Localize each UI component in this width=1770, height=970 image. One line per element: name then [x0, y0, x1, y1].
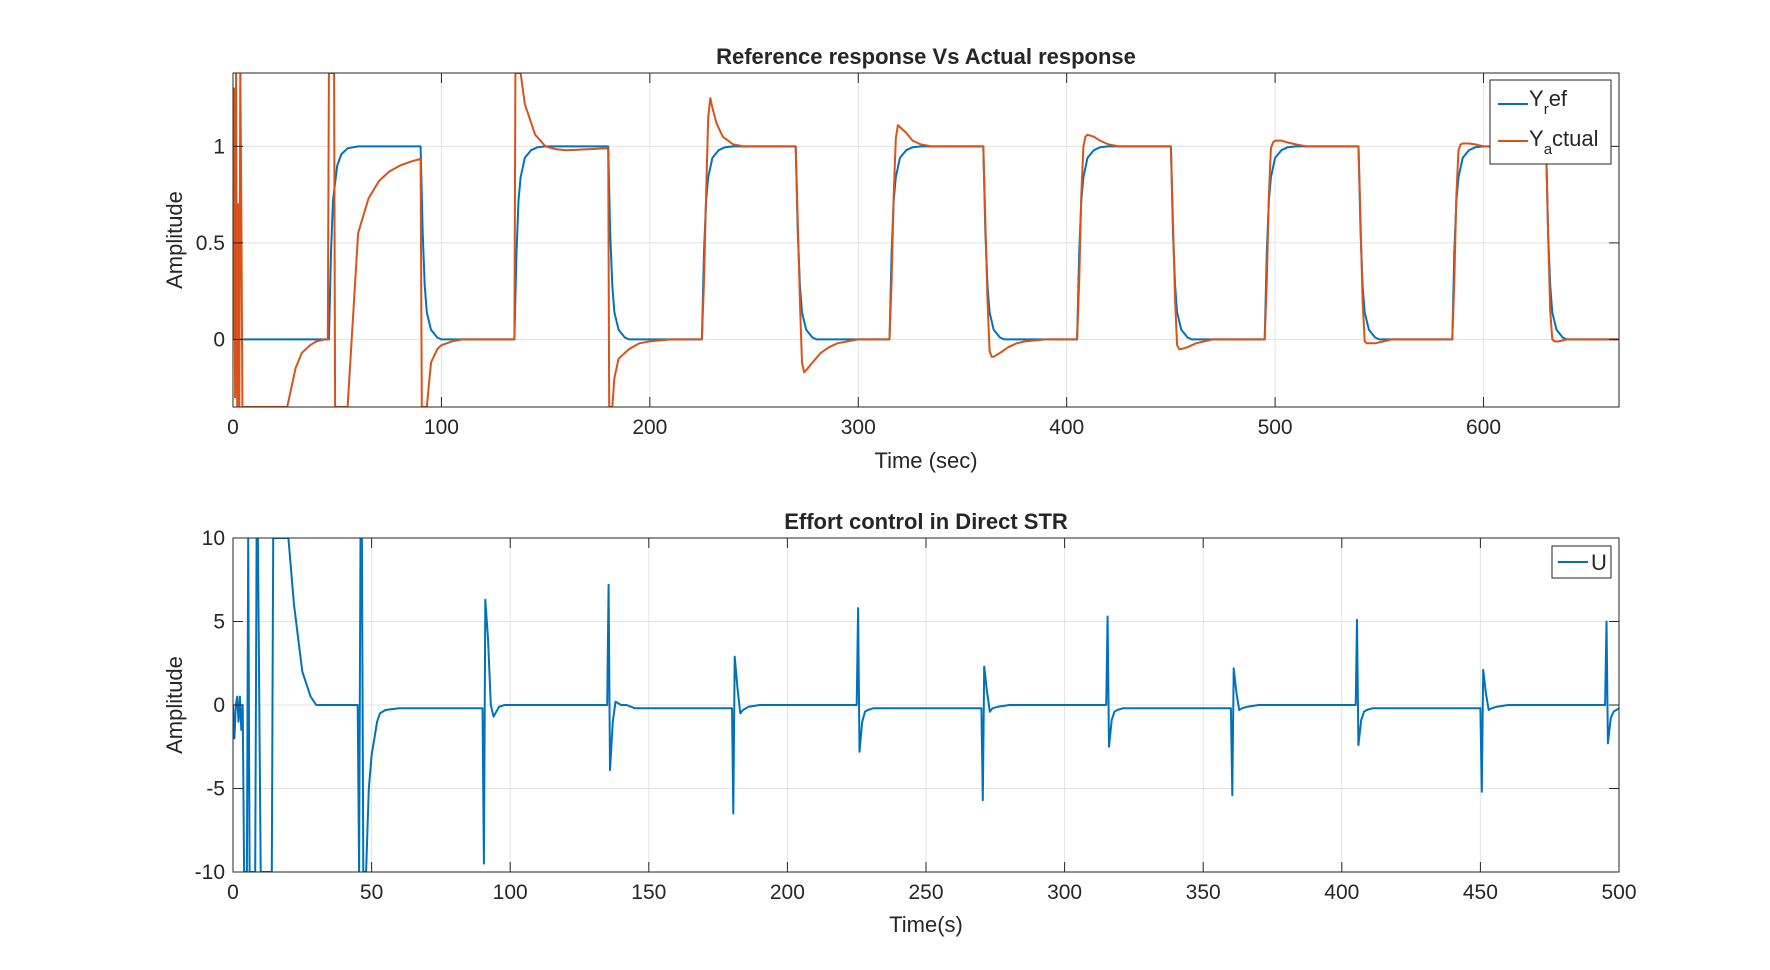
series-layer [233, 538, 1619, 872]
x-tick-label: 500 [1258, 416, 1293, 439]
x-tick-label: 0 [227, 881, 239, 904]
series-line-y-actual [233, 73, 1619, 407]
y-tick-label: 0.5 [196, 232, 225, 255]
x-tick-label: 350 [1186, 881, 1221, 904]
legend-label-y-ref: Yref [1529, 86, 1568, 118]
x-tick-label: 400 [1049, 416, 1084, 439]
chart-reference-response: Reference response Vs Actual response 0 1… [162, 44, 1620, 473]
legend[interactable]: U [1551, 545, 1612, 579]
axis-ticks: 0 50 100 150 200 250 300 350 400 450 500 -10 -5 0 5 10 [195, 527, 1637, 904]
y-tick-label: 0 [213, 694, 225, 717]
x-tick-label: 0 [227, 416, 239, 439]
x-tick-label: 100 [493, 881, 528, 904]
x-tick-label: 600 [1466, 416, 1501, 439]
x-tick-label: 300 [1047, 881, 1082, 904]
x-tick-label: 200 [770, 881, 805, 904]
chart-title: Reference response Vs Actual response [716, 44, 1136, 69]
legend-subscript: a [1544, 141, 1553, 158]
y-axis-label: Amplitude [162, 191, 187, 289]
legend-rest: ef [1549, 86, 1568, 111]
plot-area [233, 73, 1619, 407]
legend-box [1489, 79, 1612, 165]
x-tick-label: 200 [632, 416, 667, 439]
legend-main: Y [1529, 86, 1544, 111]
legend-subscript: r [1544, 101, 1549, 118]
y-tick-label: 5 [213, 611, 225, 634]
x-tick-label: 100 [424, 416, 459, 439]
axis-ticks: 0 100 200 300 400 500 600 0 0.5 1 [196, 73, 1619, 439]
chart-title: Effort control in Direct STR [784, 509, 1068, 534]
y-tick-label: 10 [202, 527, 225, 550]
x-tick-label: 250 [908, 881, 943, 904]
legend-label-u: U [1591, 550, 1607, 575]
plot-frame [232, 72, 1620, 408]
legend-label-y-actual: Yactual [1529, 126, 1599, 158]
y-tick-label: 0 [213, 328, 225, 351]
x-axis-label: Time(s) [889, 912, 963, 937]
x-tick-label: 150 [631, 881, 666, 904]
series-layer [233, 73, 1619, 407]
x-axis-label: Time (sec) [874, 448, 977, 473]
y-axis-label: Amplitude [162, 656, 187, 754]
x-tick-label: 50 [360, 881, 383, 904]
x-tick-label: 450 [1463, 881, 1498, 904]
x-tick-label: 300 [841, 416, 876, 439]
series-line-u [233, 538, 1619, 872]
y-tick-label: -5 [206, 778, 225, 801]
legend-main: Y [1529, 126, 1544, 151]
y-tick-label: -10 [195, 861, 225, 884]
chart-effort-control: Effort control in Direct STR 0 50 100 150 20… [162, 509, 1637, 937]
legend[interactable]: Yref Yactual [1489, 79, 1612, 165]
y-tick-label: 1 [213, 135, 225, 158]
x-tick-label: 500 [1601, 881, 1636, 904]
legend-rest: ctual [1552, 126, 1598, 151]
x-tick-label: 400 [1324, 881, 1359, 904]
